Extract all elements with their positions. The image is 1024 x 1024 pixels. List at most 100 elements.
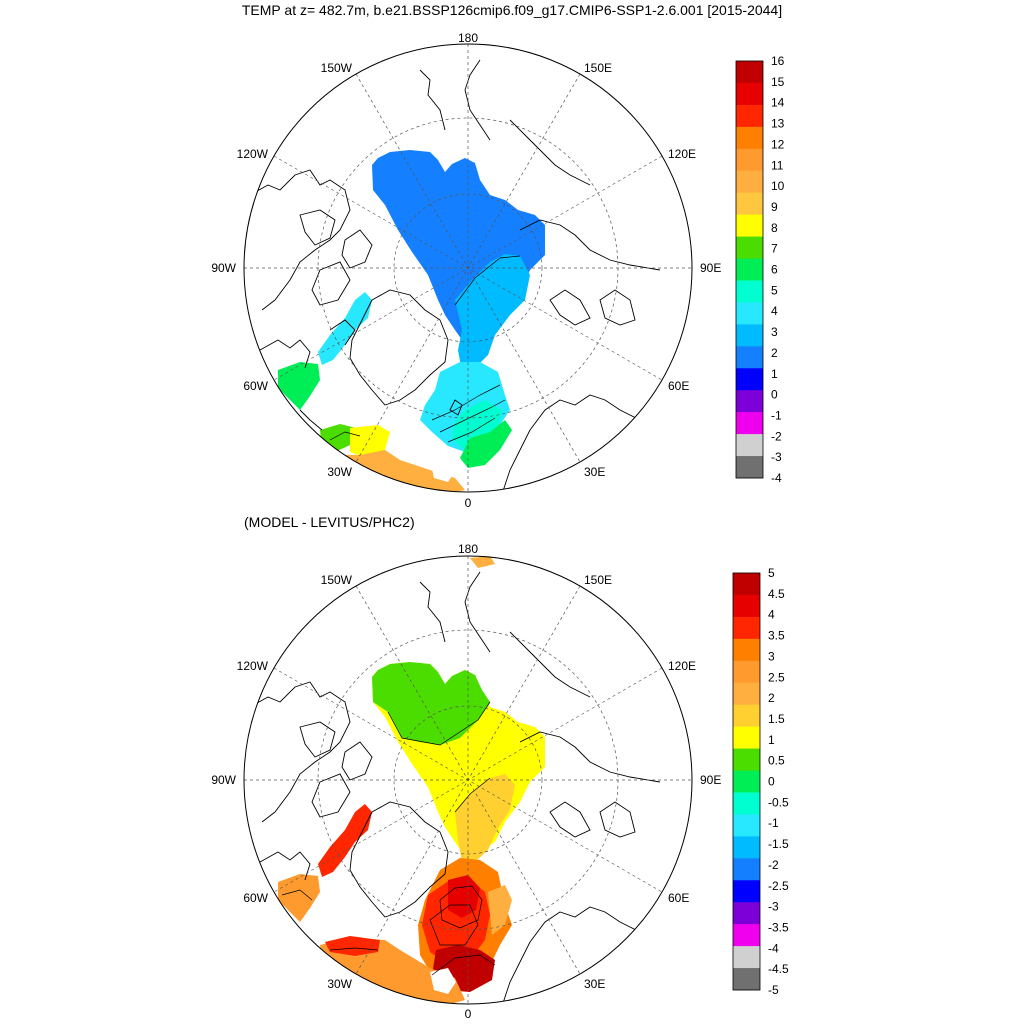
- colorbar-swatch: [733, 726, 760, 749]
- panel-2-graticule: [244, 556, 692, 1004]
- colorbar-swatch: [733, 880, 760, 903]
- colorbar-swatch: [733, 594, 760, 618]
- colorbar-swatch: [733, 858, 760, 881]
- colorbar-swatch: [733, 682, 760, 705]
- lon-label-0: 0: [465, 496, 472, 510]
- panel-1-coastlines: [249, 59, 661, 492]
- lon-label-60w: 60W: [243, 379, 268, 393]
- colorbar-tick-label: 15: [771, 75, 785, 89]
- colorbar-swatch: [733, 836, 760, 859]
- lon-label-150e: 150E: [584, 573, 612, 587]
- lon-label-90w: 90W: [211, 773, 236, 787]
- colorbar-tick-label: 9: [771, 200, 778, 214]
- diff-region-basin-green: [372, 662, 490, 745]
- colorbar-tick-label: -4: [768, 941, 779, 955]
- colorbar-tick-label: -2: [771, 429, 782, 443]
- panel-1-contours: [329, 255, 521, 443]
- colorbar-swatch: [733, 814, 760, 837]
- colorbar-swatch: [736, 346, 763, 369]
- diff-region-baffin-red: [318, 804, 372, 877]
- lon-label-120e: 120E: [668, 147, 696, 161]
- colorbar-swatch: [736, 214, 763, 237]
- colorbar-tick-label: -4: [771, 471, 782, 485]
- panel-2-map-boundary: [243, 555, 693, 1005]
- colorbar-swatch: [736, 258, 763, 281]
- diff-region-bering-orange: [470, 556, 495, 568]
- lon-label-150e: 150E: [584, 61, 612, 75]
- lon-label-120w: 120W: [237, 147, 269, 161]
- colorbar-tick-label: 12: [771, 137, 785, 151]
- panel-2-subtitle: (MODEL - LEVITUS/PHC2): [244, 514, 415, 530]
- colorbar-tick-label: 3.5: [768, 629, 785, 643]
- field-region-norway-green: [460, 420, 512, 468]
- colorbar-tick-label: -1: [768, 816, 779, 830]
- colorbar-swatch: [736, 280, 763, 303]
- colorbar-frame: [735, 60, 764, 479]
- colorbar-swatch: [733, 660, 760, 684]
- lon-label-150w: 150W: [321, 61, 353, 75]
- diff-region-labrador-orange: [278, 874, 320, 922]
- colorbar-swatch: [736, 192, 763, 215]
- colorbar-tick-label: 4: [771, 304, 778, 318]
- colorbar-swatch: [733, 968, 760, 991]
- lon-label-60e: 60E: [668, 891, 689, 905]
- colorbar-tick-label: -4.5: [768, 962, 789, 976]
- colorbar-tick-label: 3: [771, 325, 778, 339]
- colorbar-swatch: [736, 126, 763, 150]
- colorbar-tick-label: 2: [768, 691, 775, 705]
- colorbar-tick-label: 6: [771, 263, 778, 277]
- lon-label-30e: 30E: [584, 465, 605, 479]
- panel-1-longitude-labels: 180 0 90W 90E 150W 150E 120W 120E 60W 60…: [211, 31, 721, 510]
- colorbar-tick-label: -5: [768, 983, 779, 997]
- lon-label-30e: 30E: [584, 977, 605, 991]
- diff-region-norway-orange: [488, 885, 512, 935]
- colorbar-tick-label: -1: [771, 408, 782, 422]
- panel-1-graticule: [244, 44, 692, 492]
- colorbar-swatch: [736, 104, 763, 128]
- panel-1-map: 180 0 90W 90E 150W 150E 120W 120E 60W 60…: [211, 31, 784, 510]
- field-region-atlantic-orange: [335, 450, 465, 492]
- panel-2-contours: [281, 701, 496, 976]
- colorbar-tick-label: 1: [768, 733, 775, 747]
- field-region-iceland-gap: [430, 456, 456, 482]
- panel-1-temperature-field: [278, 150, 545, 492]
- lon-label-90e: 90E: [700, 773, 721, 787]
- colorbar-swatch: [736, 368, 763, 391]
- colorbar-swatch: [736, 324, 763, 347]
- colorbar-tick-label: -3: [768, 900, 779, 914]
- field-region-labrador: [278, 362, 320, 410]
- colorbar-tick-label: -0.5: [768, 795, 789, 809]
- panel-2-colorbar: 5 4.5 4 3.5 3 2.5 2 1.5 1 0.5 0 -0.5 -1 -1.5 -2 -2.5 -3 -…: [732, 566, 789, 997]
- panel-2-coastlines: [249, 571, 661, 1004]
- colorbar-tick-label: 4.5: [768, 587, 785, 601]
- colorbar-swatch: [736, 434, 763, 457]
- colorbar-tick-label: -2.5: [768, 879, 789, 893]
- colorbar-tick-label: 5: [771, 283, 778, 297]
- colorbar-swatch: [736, 412, 763, 435]
- colorbar-tick-label: 1.5: [768, 712, 785, 726]
- lon-label-60e: 60E: [668, 379, 689, 393]
- colorbar-tick-label: 0.5: [768, 754, 785, 768]
- lon-label-30w: 30W: [327, 465, 352, 479]
- colorbar-swatch: [736, 61, 763, 84]
- panel-2-map: 180 0 90W 90E 150W 150E 120W 120E 60W 60…: [211, 542, 789, 1021]
- colorbar-tick-label: 1: [771, 367, 778, 381]
- colorbar-tick-label: -3: [771, 450, 782, 464]
- diff-region-atlantic-red: [325, 936, 380, 956]
- colorbar-swatch: [733, 573, 760, 596]
- lon-label-120e: 120E: [668, 659, 696, 673]
- lon-label-180: 180: [458, 542, 478, 556]
- colorbar-tick-label: 2: [771, 346, 778, 360]
- colorbar-tick-label: 10: [771, 179, 785, 193]
- lon-label-120w: 120W: [237, 659, 269, 673]
- colorbar-tick-label: 13: [771, 117, 785, 131]
- lon-label-90w: 90W: [211, 261, 236, 275]
- diff-region-eurasian-orange: [455, 774, 515, 862]
- panel-2-difference-field: [278, 556, 545, 1004]
- figure-title: TEMP at z= 482.7m, b.e21.BSSP126cmip6.f0…: [241, 2, 783, 18]
- colorbar-tick-label: 8: [771, 221, 778, 235]
- colorbar-swatch: [736, 170, 763, 193]
- lon-label-0: 0: [465, 1007, 472, 1021]
